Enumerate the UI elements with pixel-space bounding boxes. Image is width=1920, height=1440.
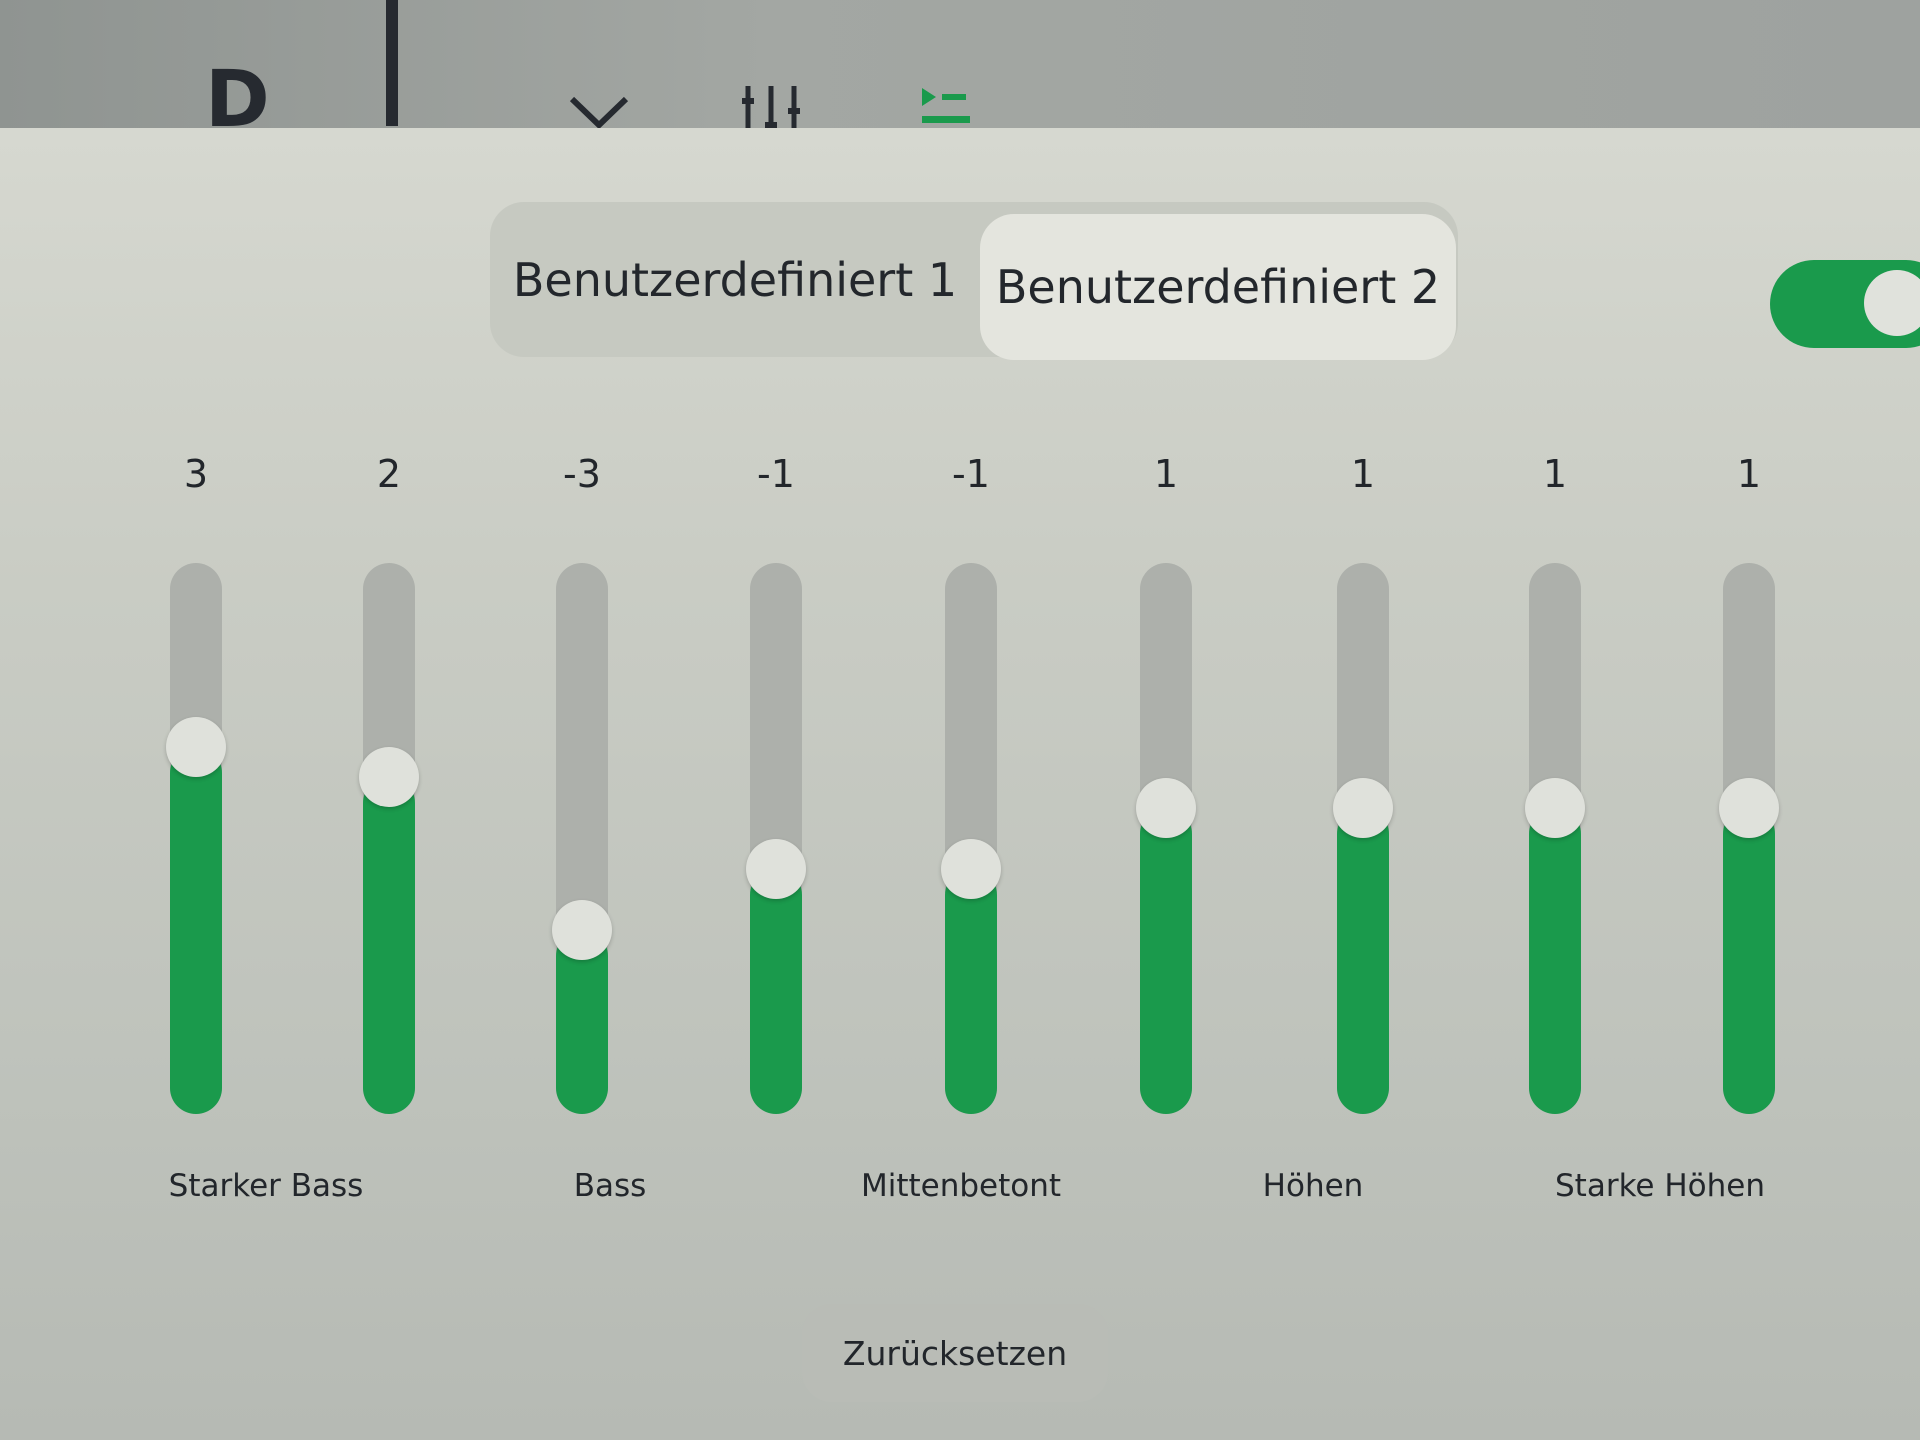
slider-fill [945,869,997,1114]
slider-knob[interactable] [359,747,419,807]
band-value: 1 [1542,452,1568,496]
band-value: 2 [376,452,402,496]
band-value: 1 [1153,452,1179,496]
label-bass: Bass [573,1168,647,1204]
band-value: -1 [757,452,795,496]
label-starke-hoehen: Starke Höhen [1555,1168,1765,1204]
slider-fill [1337,808,1389,1114]
band-value: -3 [563,452,601,496]
playlist-icon[interactable] [920,88,976,126]
toggle-knob [1864,270,1920,336]
slider-fill [1723,808,1775,1114]
slider-knob[interactable] [941,839,1001,899]
band-slider[interactable] [1136,563,1196,1114]
slider-knob[interactable] [1525,778,1585,838]
band-slider[interactable] [1719,563,1779,1114]
equalizer-toggle[interactable] [1770,260,1920,348]
slider-fill [1140,808,1192,1114]
preset-selector: Benutzerdefiniert 1 Benutzerdefiniert 2 [490,202,1458,360]
band-slider[interactable] [359,563,419,1114]
slider-fill [556,930,608,1114]
slider-knob[interactable] [746,839,806,899]
divider [386,0,398,126]
label-mittenbetont: Mittenbetont [860,1168,1062,1204]
label-starker-bass: Starker Bass [168,1168,364,1204]
band-slider[interactable] [941,563,1001,1114]
band-slider[interactable] [166,563,226,1114]
chevron-down-icon[interactable] [568,95,630,129]
preset-custom-2[interactable]: Benutzerdefiniert 2 [980,214,1456,360]
slider-fill [1529,808,1581,1114]
slider-knob[interactable] [552,900,612,960]
band-slider[interactable] [1525,563,1585,1114]
band-value: 3 [183,452,209,496]
reset-button[interactable]: Zurücksetzen [802,1304,1108,1402]
label-hoehen: Höhen [1262,1168,1364,1204]
slider-knob[interactable] [1719,778,1779,838]
slider-fill [750,869,802,1114]
top-bar: D [0,0,1920,145]
band-slider[interactable] [552,563,612,1114]
slider-knob[interactable] [1333,778,1393,838]
slider-knob[interactable] [1136,778,1196,838]
band-value: -1 [952,452,990,496]
band-slider[interactable] [1333,563,1393,1114]
equalizer-icon[interactable] [738,84,804,130]
slider-knob[interactable] [166,717,226,777]
preset-custom-1[interactable]: Benutzerdefiniert 1 [512,252,958,307]
band-slider[interactable] [746,563,806,1114]
band-value: 1 [1736,452,1762,496]
band-value: 1 [1350,452,1376,496]
slider-fill [170,747,222,1114]
slider-fill [363,777,415,1114]
